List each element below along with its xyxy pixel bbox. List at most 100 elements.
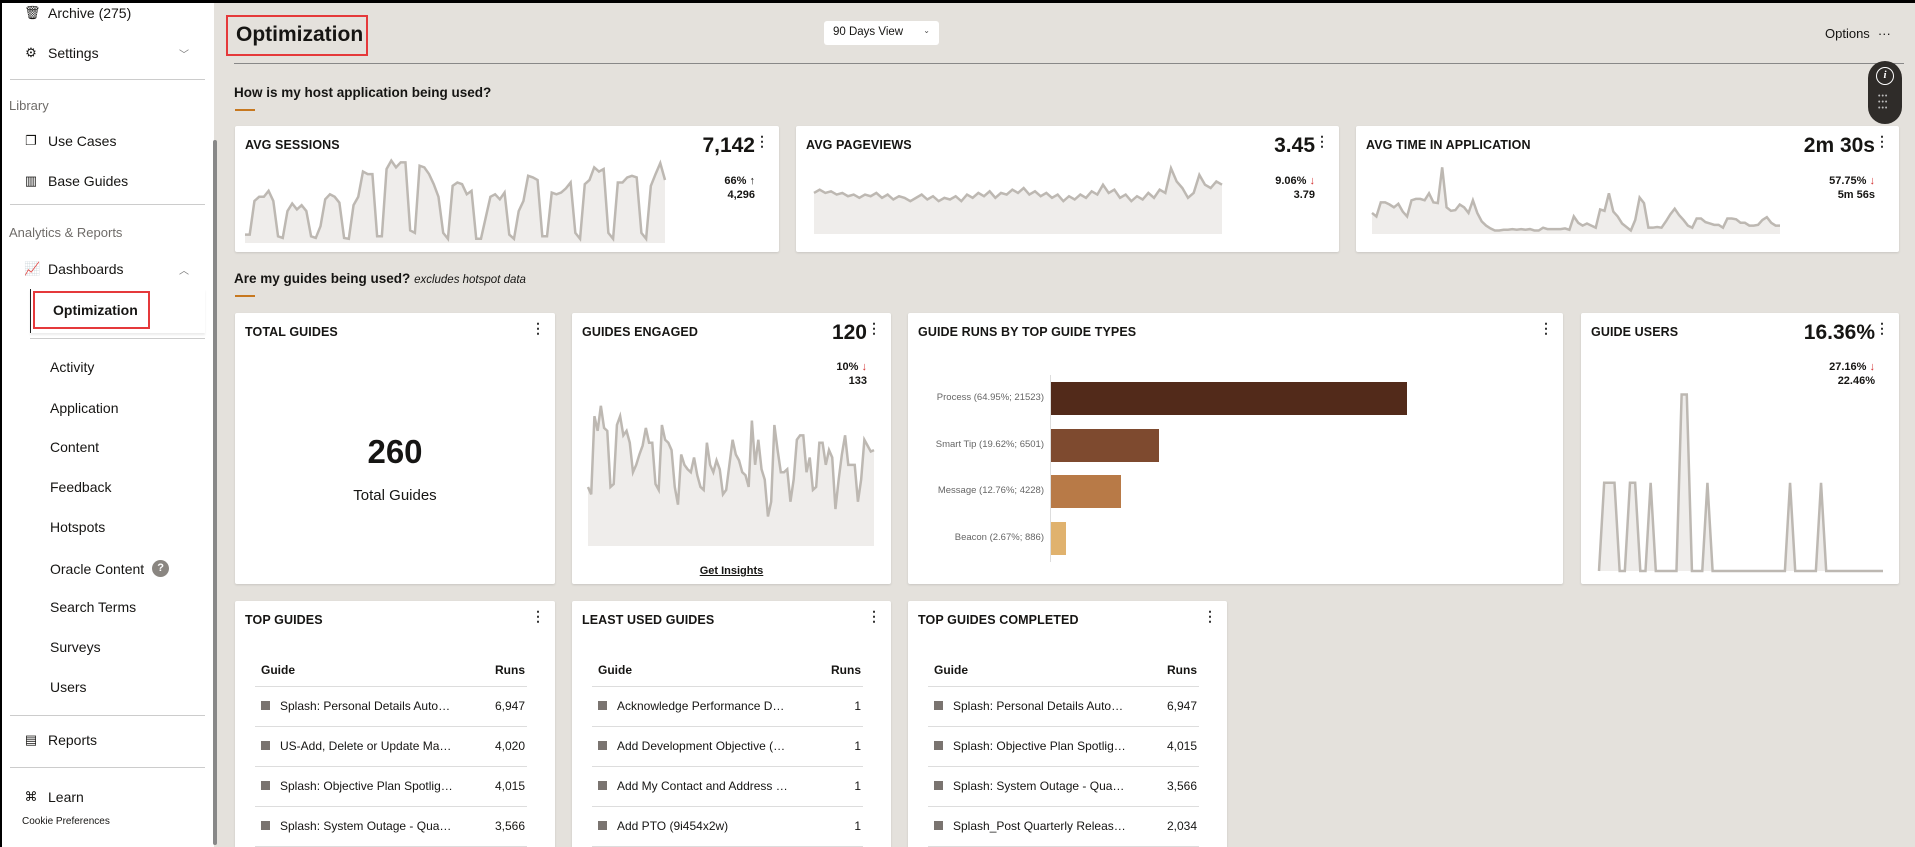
guide-runs: 3,566 (1155, 766, 1199, 807)
table-row[interactable]: US-Add, Delete or Update Ma… 4,020 (255, 726, 527, 767)
kebab-menu-icon[interactable]: ⋮ (1203, 608, 1217, 624)
guide-runs: 1 (819, 806, 863, 847)
sidebar-item-settings[interactable]: ⚙ Settings ﹀ (25, 45, 189, 61)
guide-runs-card: GUIDE RUNS BY TOP GUIDE TYPES ⋮ Process … (908, 313, 1563, 584)
guide-runs: 6,947 (1155, 686, 1199, 727)
bar[interactable] (1051, 428, 1159, 462)
sidebar-item-optimization[interactable]: Optimization (30, 289, 205, 333)
guide-runs: 6,947 (483, 686, 527, 727)
kebab-menu-icon[interactable]: ⋮ (1539, 320, 1553, 336)
sidebar-item-base-guides[interactable]: ▥ Base Guides (24, 173, 129, 189)
kebab-menu-icon[interactable]: ⋮ (867, 608, 881, 624)
table-row[interactable]: Splash: Personal Details Auto… 6,947 (928, 686, 1199, 727)
help-icon[interactable]: ? (152, 560, 170, 577)
sidebar-item-hotspots[interactable]: Hotspots (50, 519, 106, 535)
guide-name: Add Development Objective (… (617, 739, 786, 753)
legend-square-icon (934, 781, 943, 790)
sidebar-item-application[interactable]: Application (50, 400, 119, 416)
sidebar-item-dashboards[interactable]: 📈 Dashboards ︿ (24, 261, 189, 277)
guide-name: Acknowledge Performance D… (617, 699, 785, 713)
kebab-menu-icon[interactable]: ⋮ (1875, 320, 1889, 336)
table-row[interactable]: Splash: System Outage - Qua… 3,566 (928, 766, 1199, 807)
guide-runs: 2,034 (1155, 806, 1199, 847)
sidebar-item-use-cases[interactable]: ❐ Use Cases (25, 133, 117, 149)
options-button[interactable]: Options ··· (1825, 26, 1891, 41)
total-guides-label: Total Guides (353, 487, 437, 504)
sparkline-line (1597, 393, 1883, 573)
sidebar-item-search-terms[interactable]: Search Terms (50, 599, 137, 615)
view-select[interactable]: 90 Days View ⌄ (824, 21, 939, 45)
legend-square-icon (598, 741, 607, 750)
table-row[interactable]: Add PTO (9i454x2w) 1 (592, 806, 863, 847)
sidebar-item-feedback[interactable]: Feedback (50, 479, 112, 495)
sparkline-area (1599, 394, 1883, 571)
arrow-down-icon: ↓ (1869, 361, 1876, 373)
arrow-down-icon: ↓ (1309, 175, 1316, 187)
kebab-menu-icon[interactable]: ⋮ (531, 320, 545, 336)
kebab-menu-icon[interactable]: ⋮ (867, 320, 881, 336)
kpi-card-avg-sessions: AVG SESSIONS 7,142 ⋮ 66% ↑ 4,296 (235, 126, 779, 252)
column-header-runs: Runs (483, 654, 527, 687)
chevron-down-icon: ⌄ (923, 26, 930, 35)
card-title: GUIDE USERS (1591, 325, 1679, 339)
guides-table: Guide Runs Splash: Personal Details Auto… 6… (255, 654, 527, 847)
sparkline-line (245, 158, 667, 243)
kebab-menu-icon[interactable]: ⋮ (1875, 133, 1889, 149)
table-row[interactable]: Splash: System Outage - Qua… 3,566 (255, 806, 527, 847)
gear-icon: ⚙ (25, 45, 37, 60)
kebab-menu-icon[interactable]: ⋮ (1315, 133, 1329, 149)
legend-square-icon (598, 781, 607, 790)
get-insights-link[interactable]: Get Insights (699, 565, 764, 577)
guide-name: Add PTO (9i454x2w) (617, 819, 729, 833)
table-row[interactable]: Splash: Personal Details Auto… 6,947 (255, 686, 527, 727)
legend-square-icon (934, 821, 943, 830)
card-title: GUIDE RUNS BY TOP GUIDE TYPES (918, 325, 1137, 339)
sidebar-item-archive[interactable]: 🗑 Archive (275) (24, 5, 132, 21)
kebab-menu-icon[interactable]: ⋮ (531, 608, 545, 624)
library-heading: Library (9, 98, 49, 113)
sidebar-item-learn[interactable]: ⌘ Learn (24, 789, 84, 805)
grid-icon[interactable]: ••• ••• ••• (1878, 93, 1889, 112)
table-row[interactable]: Add My Contact and Address … 1 (592, 766, 863, 807)
table-header: Guide Runs (928, 654, 1199, 687)
bar[interactable] (1051, 475, 1121, 508)
page-title: Optimization (236, 23, 364, 46)
cookie-preferences-link[interactable]: Cookie Preferences (22, 816, 110, 827)
sidebar-item-content[interactable]: Content (50, 439, 100, 455)
guide-name: Splash: Objective Plan Spotlig… (280, 779, 453, 793)
sidebar-item-surveys[interactable]: Surveys (50, 639, 101, 655)
table-row[interactable]: Splash: Objective Plan Spotlig… 4,015 (928, 726, 1199, 767)
bar[interactable] (1051, 382, 1407, 415)
section-heading-host: How is my host application being used? (234, 85, 492, 100)
column-header-guide: Guide (592, 654, 820, 687)
sidebar-item-reports[interactable]: ▤ Reports (24, 732, 98, 748)
kpi-value: 120 (831, 321, 867, 344)
info-icon[interactable]: i (1876, 67, 1894, 85)
top-guides-completed-card: TOP GUIDES COMPLETED ⋮ Guide Runs Splash: Pe… (908, 601, 1227, 847)
guides-table: Guide Runs Splash: Personal Details Auto… 6… (928, 654, 1199, 847)
sessions-sparkline (245, 158, 667, 243)
section-underline (235, 109, 255, 111)
sidebar-item-activity[interactable]: Activity (50, 359, 95, 375)
kpi-value: 7,142 (702, 134, 755, 157)
column-header-guide: Guide (928, 654, 1156, 687)
table-row[interactable]: Acknowledge Performance D… 1 (592, 686, 863, 727)
legend-square-icon (934, 701, 943, 710)
chevron-down-icon: ﹀ (179, 49, 189, 61)
table-row[interactable]: Splash: Objective Plan Spotlig… 4,015 (255, 766, 527, 807)
sidebar-scrollbar[interactable] (213, 140, 217, 845)
table-row[interactable]: Splash_Post Quarterly Releas… 2,034 (928, 806, 1199, 847)
guide-runs: 3,566 (483, 806, 527, 847)
analytics-heading: Analytics & Reports (9, 225, 123, 240)
legend-square-icon (934, 741, 943, 750)
bar[interactable] (1051, 521, 1066, 555)
kpi-card-avg-pageviews: AVG PAGEVIEWS 3.45 ⋮ 9.06% ↓ 3.79 (796, 126, 1339, 252)
column-header-runs: Runs (819, 654, 863, 687)
table-row[interactable]: Add Development Objective (… 1 (592, 726, 863, 767)
divider (10, 204, 205, 205)
guide-name: Splash_Post Quarterly Releas… (953, 819, 1126, 833)
kebab-menu-icon[interactable]: ⋮ (755, 133, 769, 149)
help-widget[interactable]: i ••• ••• ••• (1868, 61, 1902, 124)
sidebar-item-users[interactable]: Users (50, 679, 87, 695)
sidebar-item-oracle-content[interactable]: Oracle Content? (50, 560, 170, 577)
